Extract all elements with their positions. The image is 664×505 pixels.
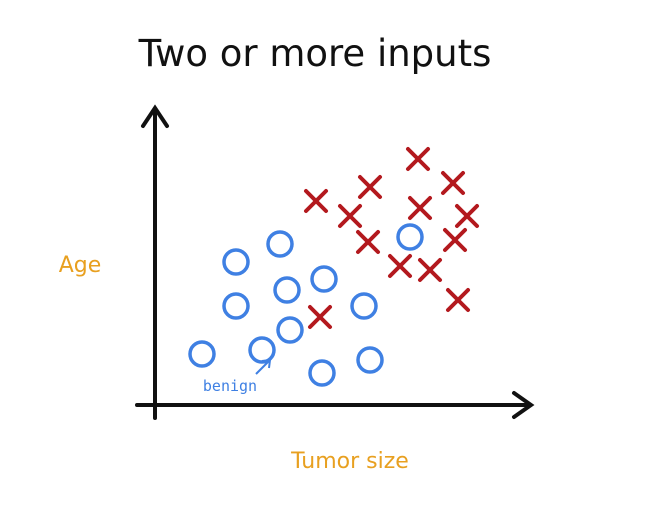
cross-stroke bbox=[441, 171, 465, 195]
axes bbox=[135, 104, 535, 420]
y-axis-label: Age bbox=[59, 253, 102, 278]
malignant-markers bbox=[304, 147, 479, 329]
cross-stroke bbox=[443, 228, 467, 252]
cross-stroke bbox=[388, 254, 412, 278]
benign-markers bbox=[188, 223, 424, 387]
cross-stroke bbox=[408, 196, 432, 220]
cross-stroke bbox=[308, 305, 332, 329]
cross-stroke bbox=[304, 189, 328, 213]
cross-stroke bbox=[356, 230, 380, 254]
x-axis-label: Tumor size bbox=[290, 449, 409, 474]
cross-stroke bbox=[418, 258, 442, 282]
annotation-arrow bbox=[255, 358, 272, 375]
cross-stroke bbox=[406, 147, 430, 171]
cross-stroke bbox=[446, 288, 470, 312]
cross-stroke bbox=[455, 204, 479, 228]
cross-stroke bbox=[358, 175, 382, 199]
cross-stroke bbox=[338, 204, 362, 228]
title: Two or more inputs bbox=[138, 32, 492, 75]
annotation: benign bbox=[203, 377, 257, 395]
